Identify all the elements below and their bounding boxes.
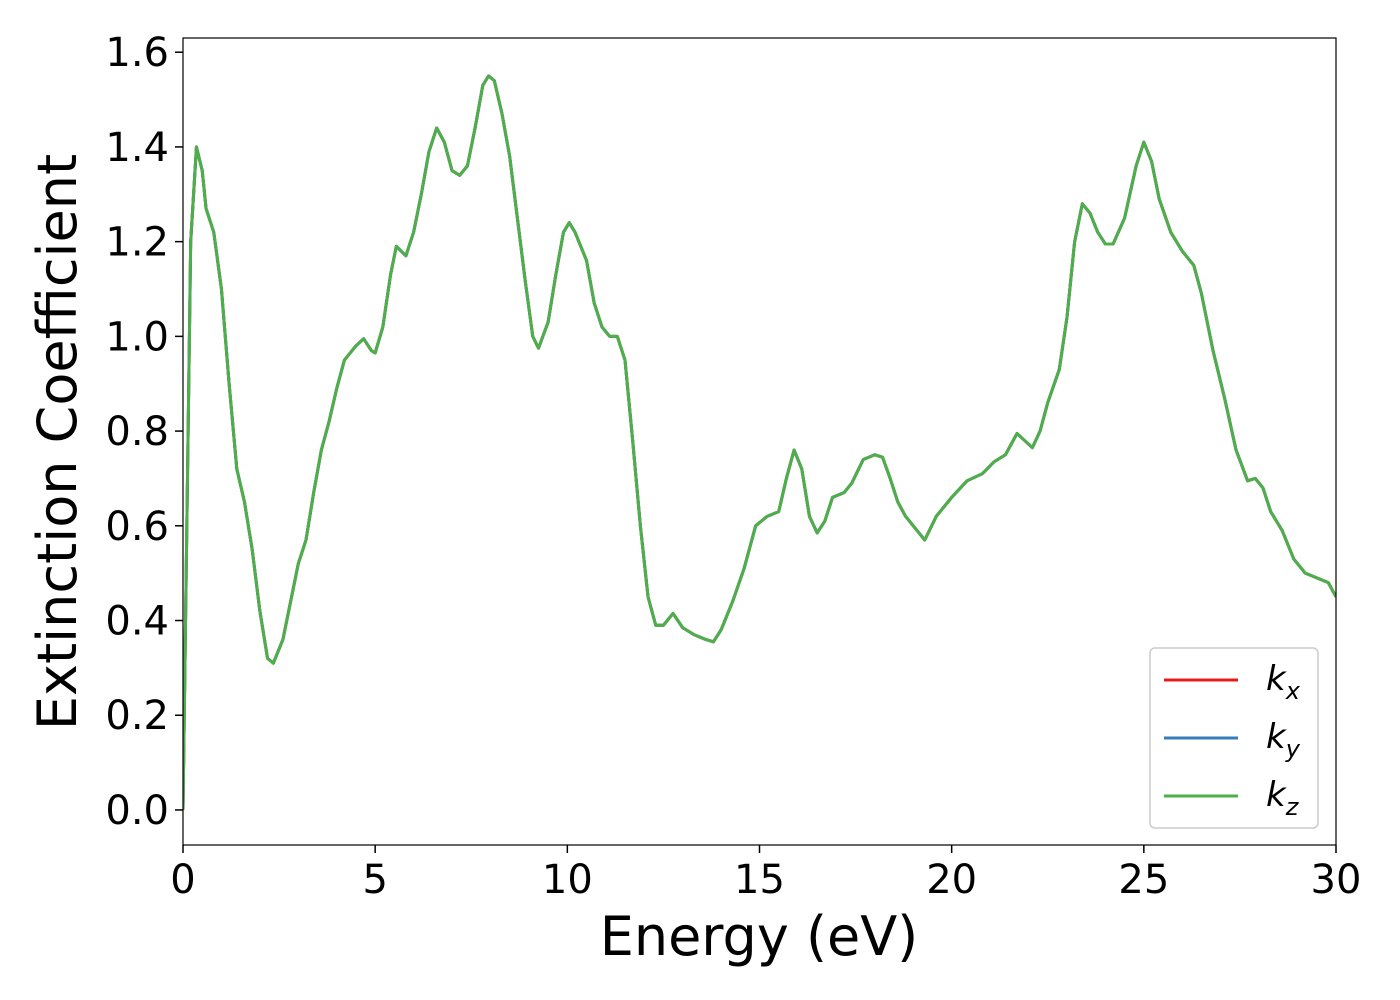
plot-frame (182, 37, 1337, 846)
x-tick-label: 20 (926, 857, 977, 903)
y-tick-label: 1.2 (105, 220, 169, 266)
x-tick-label: 5 (362, 857, 387, 903)
x-tick-label: 30 (1311, 857, 1362, 903)
legend-label: kz (1266, 775, 1300, 821)
x-tick-label: 25 (1118, 857, 1169, 903)
y-tick-label: 1.6 (105, 30, 169, 76)
y-tick-label: 0.2 (105, 693, 169, 739)
y-tick-label: 0.0 (105, 788, 169, 834)
x-tick-label: 0 (170, 857, 195, 903)
y-tick-label: 1.0 (105, 314, 169, 360)
legend-label: kx (1266, 659, 1301, 705)
x-tick-label: 10 (542, 857, 593, 903)
y-tick-label: 1.4 (105, 125, 169, 171)
series-line (183, 74, 1336, 810)
y-tick-label: 0.4 (105, 599, 169, 645)
x-tick-label: 15 (734, 857, 785, 903)
x-axis-label: Energy (eV) (600, 905, 919, 968)
y-tick-label: 0.6 (105, 504, 169, 550)
y-tick-label: 0.8 (105, 409, 169, 455)
legend-label: ky (1266, 717, 1301, 763)
y-axis-label: Extinction Coefficient (26, 154, 89, 730)
